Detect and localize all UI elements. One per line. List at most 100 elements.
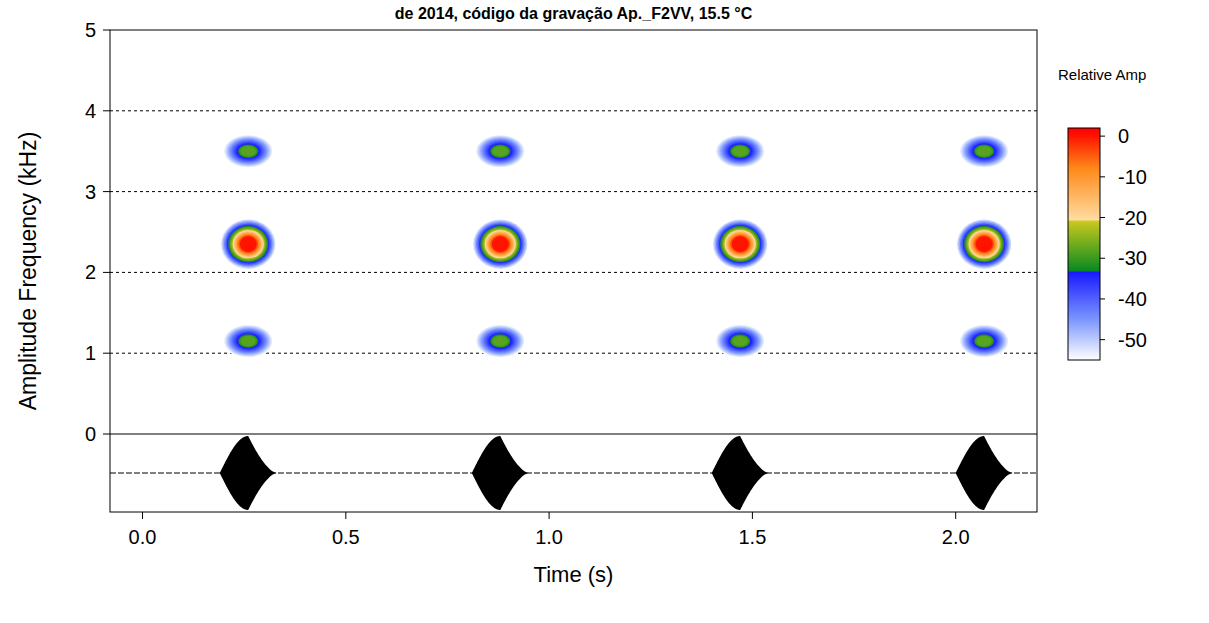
band	[726, 142, 754, 160]
band	[960, 222, 1008, 266]
band	[720, 138, 760, 165]
band	[493, 336, 508, 346]
band	[486, 142, 514, 160]
band	[973, 144, 996, 159]
grid-line	[110, 272, 1037, 273]
band	[723, 329, 758, 353]
x-tick-label: 0.0	[129, 526, 157, 548]
band	[960, 325, 1008, 357]
band	[960, 135, 1008, 167]
band	[721, 139, 759, 164]
frame	[110, 30, 1037, 512]
band	[720, 226, 760, 262]
band	[232, 140, 265, 162]
band	[965, 139, 1003, 164]
band	[725, 141, 755, 161]
band	[488, 143, 513, 160]
band	[223, 221, 274, 268]
band	[719, 137, 762, 166]
colorbar-tick-label: -50	[1118, 329, 1147, 351]
band	[721, 328, 759, 353]
y-axis-title: Amplitude Frequency (kHz)	[15, 132, 41, 411]
colorbar	[1068, 128, 1100, 360]
colorbar-title: Relative Amp	[1058, 66, 1146, 83]
band	[725, 230, 756, 258]
band	[956, 218, 1013, 270]
band	[234, 332, 262, 350]
band	[974, 235, 994, 253]
band	[238, 235, 258, 253]
band	[485, 141, 515, 161]
band	[229, 139, 267, 164]
band	[241, 336, 256, 346]
band	[726, 231, 754, 257]
band	[728, 333, 753, 350]
colorbar-tick-label: -20	[1118, 207, 1147, 229]
band	[225, 223, 271, 264]
band	[719, 327, 762, 356]
band	[484, 330, 517, 352]
x-axis-title: Time (s)	[534, 562, 614, 587]
band	[236, 333, 261, 350]
y-tick-label: 2	[85, 261, 96, 283]
band	[478, 136, 523, 166]
y-tick-label: 1	[85, 342, 96, 364]
waveform	[472, 436, 529, 510]
band	[481, 328, 519, 353]
band	[961, 326, 1006, 356]
y-tick	[103, 272, 110, 273]
band	[968, 140, 1001, 162]
band	[482, 227, 519, 261]
y-tick-label: 3	[85, 181, 96, 203]
title: de 2014, código da gravação Ap._F2VV, 15…	[395, 5, 753, 22]
band	[717, 223, 763, 264]
band	[970, 231, 998, 257]
band	[225, 326, 270, 356]
band	[717, 136, 762, 166]
band	[716, 222, 764, 266]
band	[489, 234, 512, 255]
waveform	[956, 436, 1013, 510]
band	[239, 335, 257, 347]
y-tick	[103, 434, 110, 435]
band	[221, 220, 275, 269]
x-tick-label: 2.0	[942, 526, 970, 548]
band	[475, 134, 526, 168]
colorbar-tick-label: -40	[1118, 288, 1147, 310]
band	[493, 146, 508, 156]
band	[476, 222, 524, 266]
band	[220, 218, 277, 270]
band	[968, 230, 999, 258]
band	[970, 142, 998, 160]
oscillogram	[110, 436, 1037, 510]
band	[488, 333, 513, 350]
band	[959, 324, 1010, 358]
band	[964, 138, 1004, 165]
grid-line	[110, 191, 1037, 192]
band	[491, 335, 509, 347]
band	[238, 144, 258, 157]
band	[977, 146, 992, 156]
colorbar-tick	[1100, 217, 1105, 218]
colorbar-tick	[1100, 298, 1105, 299]
y-tick-label: 0	[85, 423, 96, 445]
band	[974, 334, 994, 347]
band	[963, 327, 1006, 356]
band	[731, 335, 749, 347]
band	[237, 334, 260, 349]
band	[964, 226, 1004, 262]
band	[476, 325, 524, 357]
band	[963, 137, 1006, 166]
band	[490, 144, 510, 157]
y-tick	[103, 110, 110, 111]
colorbar-tick	[1100, 339, 1105, 340]
y-tick	[103, 353, 110, 354]
band	[233, 331, 263, 351]
band	[966, 227, 1003, 261]
band	[472, 218, 529, 270]
x-tick	[955, 512, 956, 519]
band	[234, 231, 262, 257]
band	[729, 334, 752, 349]
band	[228, 328, 268, 355]
band	[720, 328, 760, 355]
